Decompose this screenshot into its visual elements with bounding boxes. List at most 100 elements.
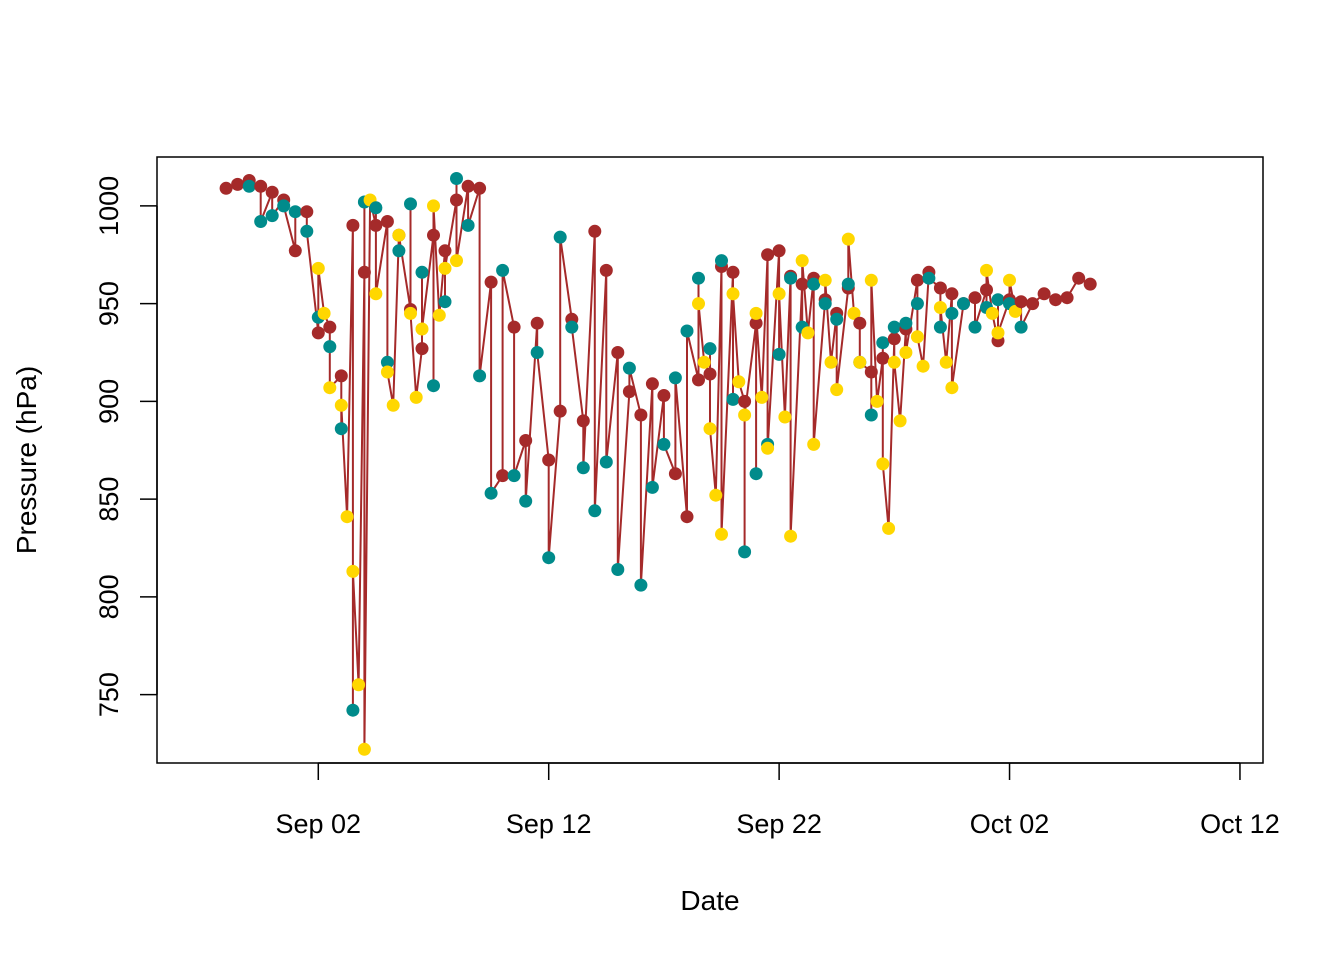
data-point [450,172,463,185]
data-point [484,486,498,500]
data-point [473,369,487,383]
data-point [611,563,625,576]
data-point [980,263,993,277]
data-point [697,355,711,369]
data-point [346,703,360,717]
data-point [634,578,648,592]
data-point [818,273,832,287]
y-tick-label: 850 [94,477,124,522]
data-point [726,265,740,279]
data-point [818,297,832,311]
data-point [311,261,325,275]
data-point [887,320,901,334]
data-point [830,383,844,397]
data-point [749,306,763,320]
data-point [346,564,360,578]
data-point [450,254,463,268]
data-point [933,320,947,334]
data-point [830,312,844,326]
data-point [709,488,723,502]
y-tick-label: 950 [94,281,124,326]
data-point [968,291,982,305]
data-point [657,437,671,451]
data-point [726,392,740,406]
data-point [645,377,659,391]
y-tick-label: 750 [94,672,124,717]
data-point [346,218,360,232]
data-point [380,355,394,369]
data-point [265,209,279,223]
data-point [369,201,383,215]
data-point [980,283,993,297]
data-point [933,301,947,314]
data-point [427,228,440,242]
data-point [738,394,752,408]
data-point [415,265,429,279]
data-point [496,263,510,277]
data-point [945,381,959,395]
x-tick-label: Oct 02 [970,809,1050,839]
data-point [968,320,982,334]
data-point [807,277,821,291]
data-point [553,230,567,244]
data-point [1049,293,1063,307]
data-point [749,316,763,330]
data-point [386,398,400,412]
y-tick-label: 900 [94,379,124,424]
data-point [392,244,406,258]
data-point [231,177,245,191]
y-tick-label: 800 [94,574,124,619]
data-point [1037,287,1051,301]
data-point [784,271,798,285]
data-point [254,179,268,193]
data-point [415,322,429,336]
data-point [519,434,533,447]
data-point [732,375,746,389]
data-point [778,410,792,424]
connector-line [225,178,1091,750]
data-point [692,271,705,285]
data-point [334,398,348,412]
data-point [784,529,798,543]
data-point [473,181,487,195]
data-point [957,297,970,311]
data-point [1060,291,1074,305]
plot-frame [156,156,1264,764]
data-point [668,467,682,481]
data-point [761,441,775,455]
data-point [645,480,659,494]
data-point [432,308,446,322]
data-point [588,504,602,518]
data-point [738,545,752,559]
data-point [703,367,717,381]
data-point [887,355,901,369]
data-point [484,275,498,289]
data-point [404,306,417,320]
data-point [311,326,325,340]
data-point [922,271,936,285]
data-point [438,295,452,309]
data-point [634,408,648,422]
data-point [668,371,682,385]
data-point [369,218,383,232]
data-point [933,281,947,295]
data-point [882,521,896,535]
data-point [461,179,475,193]
data-point [738,408,752,422]
data-point [438,244,452,258]
data-point [910,330,924,344]
data-point [542,453,556,467]
data-point [323,381,337,395]
data-point [427,199,440,213]
data-point [288,205,302,219]
data-point [507,469,521,483]
data-point [945,306,959,320]
data-point [876,351,890,365]
data-point [519,494,533,508]
data-point [317,306,331,320]
data-point [599,455,613,469]
data-point [1026,297,1040,311]
data-point [409,390,423,404]
data-point [265,185,279,199]
data-point [288,244,302,258]
